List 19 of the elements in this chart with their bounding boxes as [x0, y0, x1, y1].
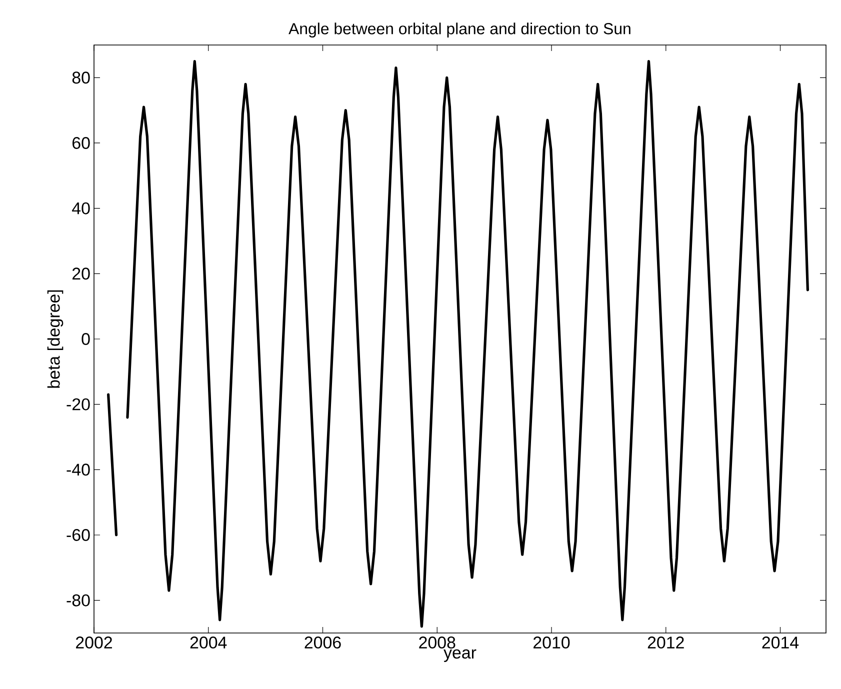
x-tick-label: 2004 [190, 636, 227, 649]
y-tick-label: 40 [72, 202, 90, 214]
y-tick-label: 60 [72, 136, 90, 149]
y-tick-label: 20 [72, 268, 90, 280]
x-tick-label: 2010 [534, 636, 570, 649]
x-tick-label: 2014 [762, 636, 799, 649]
y-tick-label: 0 [82, 332, 90, 345]
y-tick-label: -60 [66, 529, 90, 541]
y-tick-label: -20 [66, 398, 90, 410]
y-axis-title: beta [degree] [47, 290, 64, 388]
x-tick-label: 2012 [648, 636, 684, 649]
chart-title: Angle between orbital plane and direction to Sun [288, 22, 630, 38]
x-tick-label: 2006 [304, 636, 341, 649]
y-tick-label: -80 [66, 594, 90, 606]
y-tick-label: -40 [66, 464, 90, 476]
x-axis-title: year [444, 649, 476, 662]
x-tick-label: 2008 [419, 636, 456, 649]
x-tick-label: 2002 [76, 636, 112, 649]
y-tick-label: 80 [72, 72, 90, 84]
